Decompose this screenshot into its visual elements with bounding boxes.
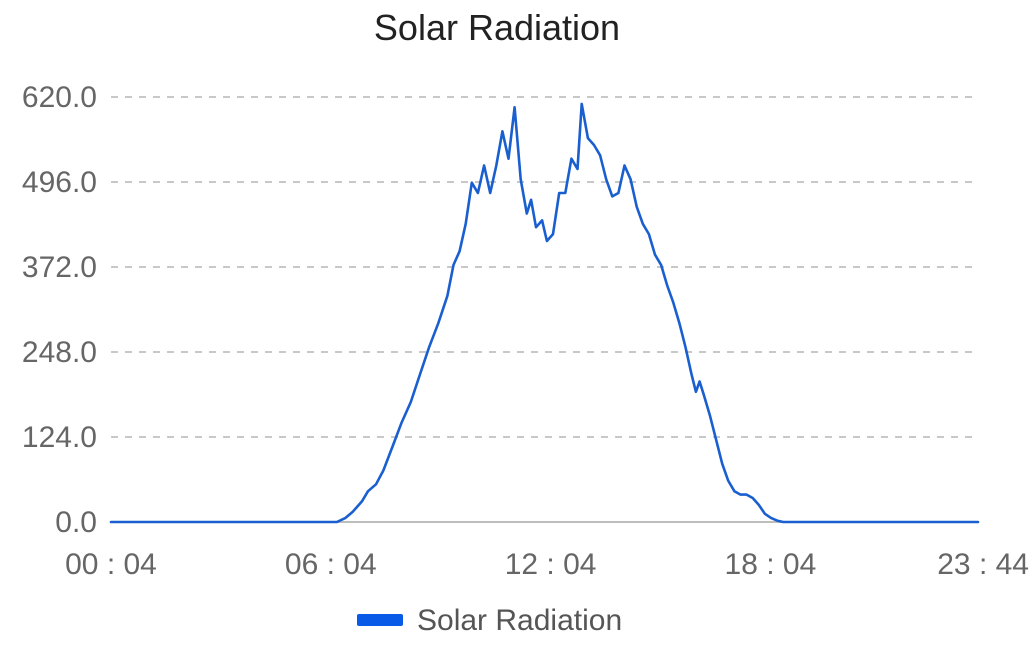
x-tick-label: 06 : 04: [285, 548, 377, 581]
chart-title: Solar Radiation: [374, 7, 620, 48]
x-tick-label: 18 : 04: [725, 548, 817, 581]
y-tick-label: 0.0: [55, 506, 97, 539]
x-tick-label: 00 : 04: [65, 548, 157, 581]
x-tick-label: 12 : 04: [505, 548, 597, 581]
y-tick-label: 620.0: [22, 81, 97, 114]
x-axis-tick-labels: 00 : 04 06 : 04 12 : 04 18 : 04 23 : 44: [65, 548, 1029, 581]
y-axis-tick-labels: 0.0 124.0 248.0 372.0 496.0 620.0: [22, 81, 97, 539]
y-tick-label: 248.0: [22, 336, 97, 369]
series-line-solar-radiation[interactable]: [109, 102, 980, 524]
legend[interactable]: Solar Radiation: [357, 604, 622, 637]
gridlines: [111, 96, 978, 438]
y-tick-label: 496.0: [22, 166, 97, 199]
legend-swatch: [357, 614, 403, 626]
y-tick-label: 372.0: [22, 251, 97, 284]
legend-label: Solar Radiation: [417, 604, 622, 637]
y-tick-label: 124.0: [22, 421, 97, 454]
x-tick-label: 23 : 44: [937, 548, 1029, 581]
series-layer: [109, 102, 980, 524]
